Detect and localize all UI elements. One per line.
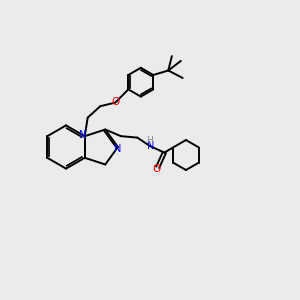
Text: N: N bbox=[79, 130, 86, 140]
Text: O: O bbox=[112, 97, 120, 107]
Text: O: O bbox=[152, 164, 160, 174]
Text: N: N bbox=[147, 141, 154, 151]
Text: N: N bbox=[114, 143, 122, 154]
Text: H: H bbox=[146, 136, 153, 145]
